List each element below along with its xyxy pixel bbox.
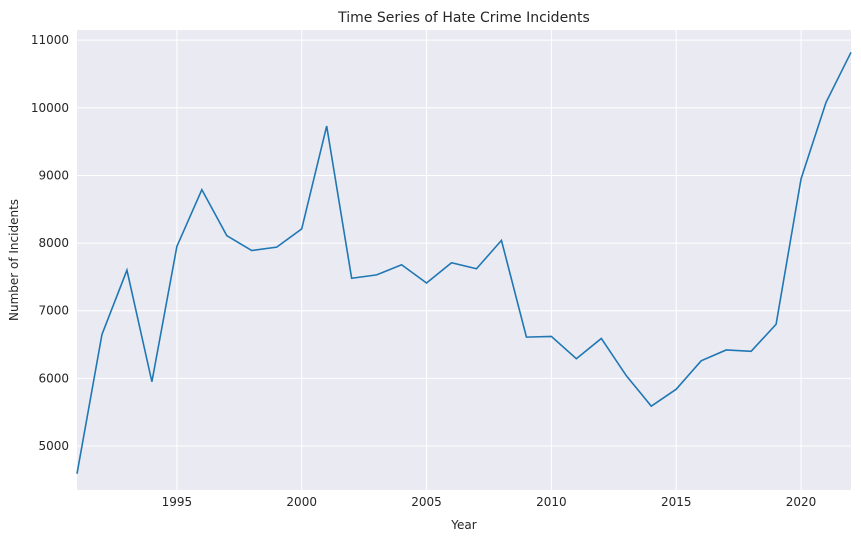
plot-background bbox=[77, 30, 851, 490]
series-line bbox=[76, 51, 852, 474]
x-gridlines bbox=[176, 30, 802, 490]
y-tick-label: 5000 bbox=[38, 439, 69, 453]
x-tick-label: 2020 bbox=[786, 495, 817, 509]
x-axis-title: Year bbox=[450, 518, 476, 532]
y-tick-label: 10000 bbox=[31, 101, 69, 115]
x-tick-label: 1995 bbox=[162, 495, 193, 509]
chart-title: Time Series of Hate Crime Incidents bbox=[337, 10, 590, 26]
y-gridlines bbox=[77, 39, 851, 447]
y-tick-label: 7000 bbox=[38, 304, 69, 318]
y-tick-label: 6000 bbox=[38, 371, 69, 385]
y-tick-label: 8000 bbox=[38, 236, 69, 250]
y-tick-label: 9000 bbox=[38, 168, 69, 182]
x-tick-labels: 1995 2000 2005 2010 2015 2020 bbox=[162, 495, 817, 509]
x-tick-label: 2010 bbox=[536, 495, 567, 509]
x-tick-label: 2000 bbox=[286, 495, 317, 509]
y-axis-title: Number of Incidents bbox=[7, 199, 21, 321]
x-tick-label: 2015 bbox=[661, 495, 692, 509]
x-tick-label: 2005 bbox=[411, 495, 442, 509]
y-tick-labels: 5000 6000 7000 8000 9000 10000 11000 bbox=[31, 33, 69, 453]
y-tick-label: 11000 bbox=[31, 33, 69, 47]
